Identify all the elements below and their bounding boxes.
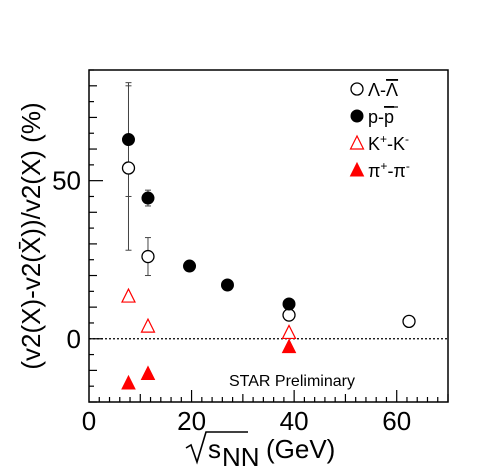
- legend-marker: [349, 161, 365, 177]
- legend-label: π+-π-: [368, 159, 410, 181]
- x-axis-title: s NN (GeV): [185, 431, 335, 472]
- x-axis-title-sub: NN: [222, 442, 260, 472]
- data-markers: [121, 133, 416, 390]
- point-series0-2: [282, 308, 296, 322]
- x-axis-title-s: s: [208, 434, 221, 464]
- point-series1-3: [220, 278, 234, 292]
- point-series0-0: [121, 161, 136, 175]
- point-series2-0: [121, 287, 136, 303]
- legend-label: Λ-Λ: [368, 80, 398, 100]
- x-tick-label: 20: [177, 406, 206, 436]
- point-series2-2: [281, 324, 297, 340]
- legend-entry-0: Λ-Λ: [350, 79, 398, 100]
- point-series1-4: [282, 297, 296, 311]
- x-tick-label: 40: [280, 406, 309, 436]
- point-series3-0: [121, 374, 136, 390]
- axis-labels: 0 20 40 60 0 50 s NN (GeV) (v2(X)-v2(X̄))/v2(X) (…: [16, 102, 411, 472]
- y-axis-title: (v2(X)-v2(X̄))/v2(X) (%): [16, 102, 46, 369]
- point-series1-2: [183, 259, 197, 273]
- point-series0-1: [141, 249, 155, 264]
- point-series1-1: [141, 191, 155, 205]
- point-series2-1: [140, 317, 156, 333]
- legend-marker: [349, 134, 365, 150]
- y-tick-label: 0: [67, 324, 81, 354]
- legend-marker: [350, 109, 364, 123]
- legend-entry-2: K+-K-: [349, 132, 409, 154]
- point-series3-2: [281, 338, 297, 354]
- x-axis-title-unit: (GeV): [266, 434, 335, 464]
- y-axis-title-text: (v2(X)-v2(X̄))/v2(X) (%): [16, 102, 46, 369]
- legend: Λ-Λ p-p K+-K-π+-π-: [349, 79, 410, 181]
- axis-ticks: [89, 69, 449, 403]
- legend-marker: [350, 82, 364, 96]
- sqrt-symbol: [185, 431, 248, 465]
- legend-entry-3: π+-π-: [349, 159, 410, 181]
- error-bars: [125, 82, 151, 277]
- plot-frame: [88, 69, 449, 403]
- y-tick-label: 50: [52, 166, 81, 196]
- point-series3-1: [140, 365, 156, 381]
- legend-label: p-p: [368, 107, 394, 127]
- x-tick-label: 60: [382, 406, 411, 436]
- star-preliminary-annotation: STAR Preliminary: [229, 373, 355, 390]
- legend-entry-1: p-p: [350, 106, 398, 127]
- point-series1-0: [121, 133, 135, 147]
- legend-label: K+-K-: [368, 132, 409, 154]
- x-tick-label: 0: [82, 406, 96, 436]
- point-series0-3: [402, 314, 416, 329]
- plot-border: [88, 69, 449, 403]
